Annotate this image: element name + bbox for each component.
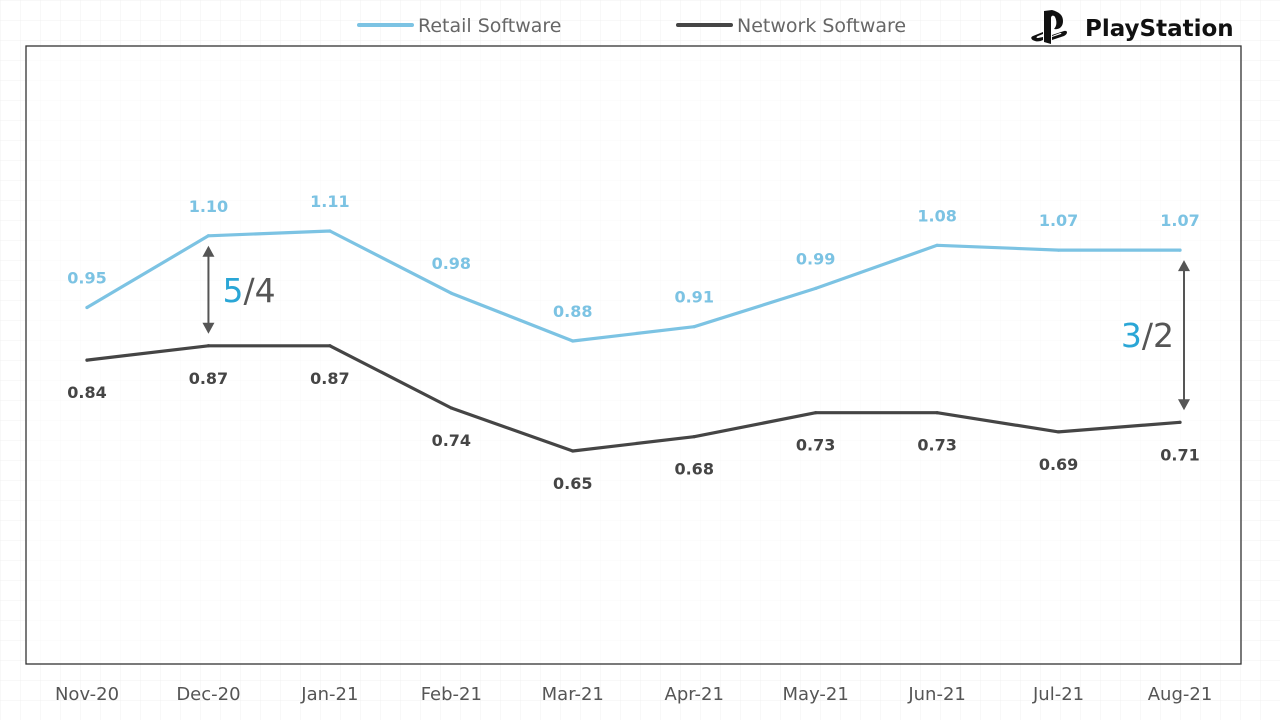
retail-data-label: 1.07 [1160, 211, 1199, 230]
x-tick-label: Nov-20 [55, 684, 119, 705]
ratio-denominator: 2 [1153, 316, 1174, 355]
ratio-annotation: 5/4 [222, 271, 275, 310]
x-tick-label: May-21 [783, 684, 849, 705]
network-point-Feb-21 [449, 406, 453, 410]
retail-point-Nov-20 [85, 305, 89, 310]
network-point-Jan-21 [328, 344, 332, 348]
retail-data-label: 0.91 [674, 288, 713, 307]
ratio-separator: / [243, 271, 255, 310]
plot-area [25, 45, 1242, 665]
retail-data-label: 0.99 [796, 249, 835, 268]
retail-point-Dec-20 [206, 234, 211, 238]
retail-point-Jun-21 [935, 243, 939, 247]
series-lines [85, 229, 1182, 453]
network-data-label: 0.68 [674, 460, 713, 479]
x-axis-tick-labels: Nov-20 Dec-20 Jan-21 Feb-21 Mar-21 Apr-21 May-… [55, 684, 1212, 705]
ratio-annotation: 3/2 [1121, 316, 1174, 355]
network-software-line [85, 344, 1182, 453]
brand-logo: PlayStation [1031, 10, 1234, 44]
network-point-Jun-21 [935, 411, 939, 415]
retail-data-label: 0.98 [432, 254, 471, 273]
retail-point-Feb-21 [449, 291, 453, 295]
arrow-down-icon [202, 322, 215, 334]
network-data-label: 0.87 [189, 369, 228, 388]
ratio-denominator: 4 [255, 271, 276, 310]
network-point-Nov-20 [85, 358, 89, 362]
network-point-Apr-21 [692, 435, 696, 439]
retail-data-label: 1.07 [1039, 211, 1078, 230]
retail-point-Jul-21 [1056, 248, 1061, 252]
network-data-label: 0.69 [1039, 455, 1078, 474]
retail-data-label: 1.10 [189, 197, 228, 216]
network-data-label: 0.71 [1160, 445, 1199, 464]
x-tick-label: Jun-21 [907, 684, 966, 705]
retail-data-label: 1.08 [917, 206, 956, 225]
network-point-May-21 [814, 411, 818, 415]
retail-point-Aug-21 [1178, 248, 1182, 252]
x-tick-label: Jul-21 [1032, 684, 1084, 705]
network-point-Aug-21 [1178, 420, 1182, 424]
retail-point-Apr-21 [692, 325, 696, 329]
x-tick-label: Apr-21 [665, 684, 724, 705]
data-labels: 0.95 1.10 1.11 0.98 0.88 0.91 0.99 1.08 1.07 1.07… [67, 192, 1199, 493]
retail-data-label: 1.11 [310, 192, 349, 211]
network-data-label: 0.73 [796, 436, 835, 455]
ratio-numerator: 3 [1121, 316, 1142, 355]
x-tick-label: Dec-20 [176, 684, 240, 705]
network-data-label: 0.74 [432, 431, 471, 450]
retail-data-label: 0.95 [67, 269, 106, 288]
network-point-Jul-21 [1056, 430, 1061, 434]
x-tick-label: Feb-21 [421, 684, 482, 705]
arrow-up-icon [202, 245, 215, 257]
x-tick-label: Mar-21 [542, 684, 604, 705]
retail-point-May-21 [814, 286, 818, 290]
network-data-label: 0.87 [310, 369, 349, 388]
legend-label-network: Network Software [737, 15, 906, 37]
retail-point-Jan-21 [328, 229, 332, 233]
ratio-numerator: 5 [222, 271, 243, 310]
network-data-label: 0.65 [553, 474, 592, 493]
legend: Retail Software Network Software [357, 15, 906, 37]
x-tick-label: Aug-21 [1148, 684, 1213, 705]
network-point-Mar-21 [571, 449, 575, 453]
retail-data-label: 0.88 [553, 302, 592, 321]
x-tick-label: Jan-21 [300, 684, 358, 705]
network-data-label: 0.73 [917, 436, 956, 455]
retail-point-Mar-21 [571, 339, 575, 343]
network-data-label: 0.84 [67, 383, 106, 402]
retail-software-line [85, 229, 1182, 343]
arrow-down-icon [1178, 399, 1190, 411]
arrow-up-icon [1178, 260, 1190, 272]
ratio-annotations: 5/43/2 [202, 245, 1190, 411]
legend-label-retail: Retail Software [418, 15, 561, 37]
playstation-logo-icon [1031, 10, 1067, 44]
network-point-Dec-20 [206, 344, 211, 348]
ratio-separator: / [1142, 316, 1154, 355]
brand-name: PlayStation [1085, 16, 1234, 42]
